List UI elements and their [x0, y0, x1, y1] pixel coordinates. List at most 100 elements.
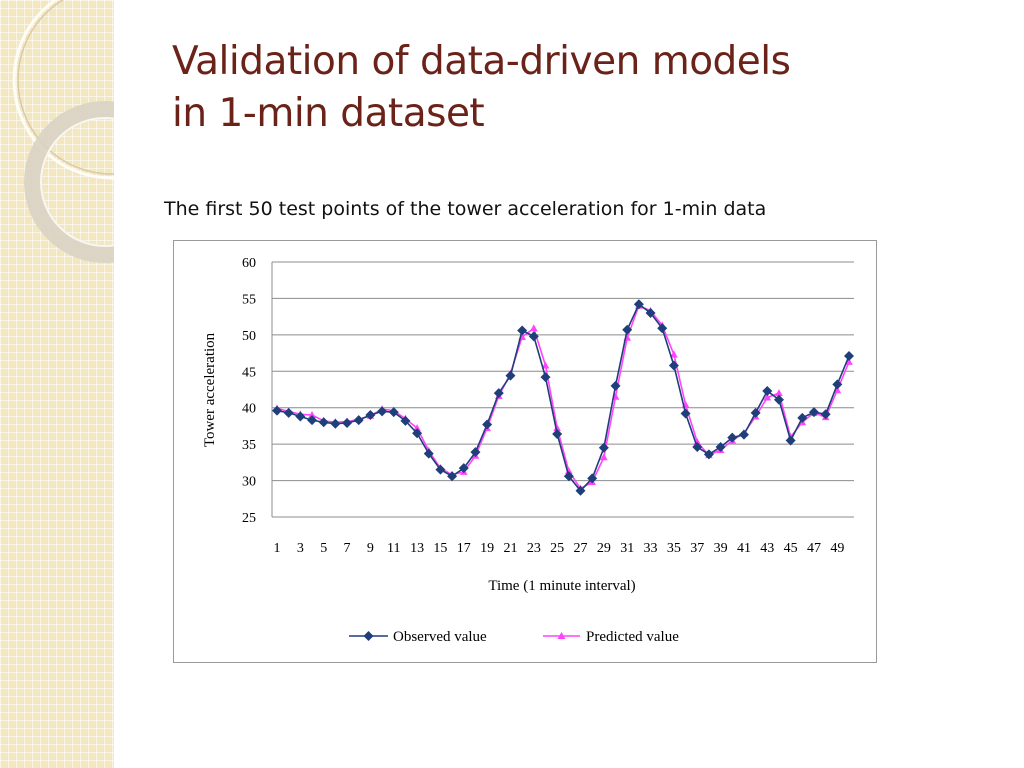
x-tick-label: 13 [410, 541, 424, 556]
data-point [540, 372, 551, 383]
data-point [482, 419, 493, 430]
data-point [272, 405, 282, 416]
data-point [423, 448, 434, 459]
decorative-rings [12, 0, 114, 263]
data-point [330, 418, 341, 429]
data-point [552, 428, 563, 439]
data-point [785, 435, 796, 446]
data-point [307, 415, 318, 426]
page-title: Validation of data-driven models in 1-mi… [172, 36, 992, 140]
y-tick-label: 35 [242, 438, 256, 453]
data-point [738, 429, 749, 440]
series-line [276, 303, 850, 493]
grid-lines [271, 261, 854, 518]
data-point [400, 415, 411, 426]
data-point [505, 370, 516, 381]
data-point [517, 325, 528, 336]
data-point [413, 424, 421, 432]
data-point [600, 453, 608, 461]
x-tick-label: 47 [807, 541, 821, 556]
data-point [553, 424, 561, 432]
data-point [541, 361, 550, 369]
data-point [762, 385, 773, 396]
x-tick-label: 23 [527, 541, 541, 556]
data-point [727, 432, 738, 443]
data-point [657, 323, 668, 334]
data-point [353, 415, 364, 426]
x-tick-label: 29 [597, 541, 611, 556]
x-tick-label: 39 [714, 541, 728, 556]
legend-label-observed: Observed value [393, 629, 487, 645]
x-tick-label: 43 [760, 541, 774, 556]
series-group [272, 299, 854, 496]
data-point [308, 411, 316, 418]
data-point [283, 407, 294, 418]
x-tick-label: 25 [550, 541, 564, 556]
chart-container: 25 30 35 40 45 50 55 60 1 3 5 7 9 11 13 15 17 19 21 23 25 27… [173, 240, 877, 663]
y-tick-label: 55 [242, 292, 256, 307]
y-tick-label: 60 [242, 256, 256, 271]
data-point [377, 406, 388, 417]
data-point [703, 449, 714, 460]
data-point [575, 485, 586, 496]
y-tick-label: 25 [242, 511, 256, 526]
data-point [844, 350, 854, 361]
y-tick-label: 45 [242, 365, 256, 380]
data-point [670, 350, 678, 358]
x-tick-label: 33 [644, 541, 658, 556]
legend-label-predicted: Predicted value [586, 629, 679, 645]
data-point [365, 410, 376, 420]
data-point [680, 408, 691, 419]
x-tick-label: 45 [784, 541, 798, 556]
data-point [435, 464, 446, 475]
legend-item-observed: Observed value [349, 629, 487, 645]
title-line-2: in 1-min dataset [172, 91, 485, 136]
data-point [295, 411, 306, 422]
x-tick-label: 3 [297, 541, 304, 556]
chart-caption: The first 50 test points of the tower ac… [164, 198, 767, 220]
data-point [645, 308, 656, 318]
data-point [318, 417, 329, 428]
data-point [622, 324, 633, 335]
x-tick-label: 31 [620, 541, 634, 556]
x-tick-label: 7 [344, 541, 351, 556]
data-point [342, 418, 353, 429]
data-point [715, 442, 726, 453]
x-tick-label: 35 [667, 541, 681, 556]
title-line-1: Validation of data-driven models [172, 39, 791, 84]
x-tick-label: 21 [503, 541, 517, 556]
data-point [598, 442, 609, 453]
x-tick-label: 11 [387, 541, 400, 556]
x-tick-label: 49 [830, 541, 844, 556]
x-tick-label: 5 [320, 541, 327, 556]
y-tick-label: 50 [242, 329, 256, 344]
data-point [845, 357, 853, 365]
x-tick-labels: 1 3 5 7 9 11 13 15 17 19 21 23 25 27 29 31 33 35 37 39 41 43 4… [274, 541, 845, 556]
x-axis-label: Time (1 minute interval) [488, 578, 635, 594]
data-point [447, 471, 458, 482]
x-tick-label: 9 [367, 541, 374, 556]
data-point [668, 360, 679, 371]
series-observed [272, 299, 854, 496]
data-point [763, 393, 772, 401]
data-point [775, 389, 783, 397]
data-point [458, 463, 469, 474]
x-tick-label: 41 [737, 541, 751, 556]
data-point [773, 394, 784, 405]
series-predicted [273, 301, 853, 492]
y-tick-label: 40 [242, 402, 256, 417]
data-point [797, 412, 808, 423]
data-point [750, 407, 761, 418]
data-point [412, 428, 423, 439]
y-tick-labels: 25 30 35 40 45 50 55 60 [242, 256, 256, 526]
x-tick-label: 17 [457, 541, 471, 556]
data-point [833, 386, 842, 394]
data-point [587, 473, 598, 484]
legend-item-predicted: Predicted value [543, 629, 679, 645]
data-point [563, 471, 574, 482]
data-point [610, 380, 621, 391]
data-point [692, 442, 703, 453]
data-point [808, 407, 819, 418]
data-point [528, 331, 539, 342]
